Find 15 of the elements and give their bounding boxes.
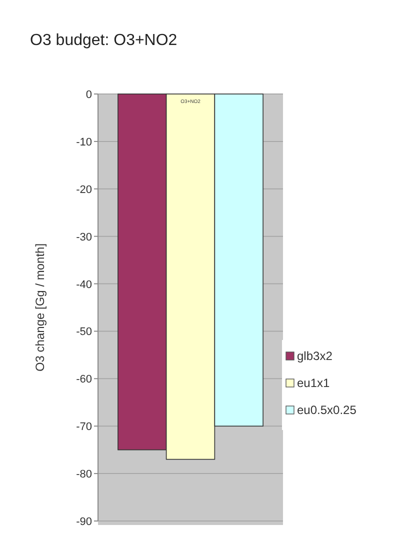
y-tick-label: -40 [76, 278, 92, 291]
legend-label: glb3x2 [297, 349, 333, 363]
y-tick-label: -60 [76, 374, 92, 386]
legend-label: eu0.5x0.25 [297, 403, 357, 417]
y-tick-label: -10 [76, 136, 92, 148]
chart-title: O3 budget: O3+NO2 [30, 32, 178, 49]
y-tick-label: -80 [76, 468, 92, 481]
y-tick-label: -50 [76, 326, 92, 338]
y-tick-label: -90 [76, 516, 92, 528]
y-axis-title: O3 change [Gg / month] [33, 243, 47, 372]
y-tick-label: -20 [76, 184, 92, 196]
y-tick-label: 0 [86, 89, 92, 101]
y-tick-label: -30 [76, 231, 92, 244]
y-tick-label: -70 [76, 421, 92, 434]
legend-label: eu1x1 [297, 376, 330, 390]
